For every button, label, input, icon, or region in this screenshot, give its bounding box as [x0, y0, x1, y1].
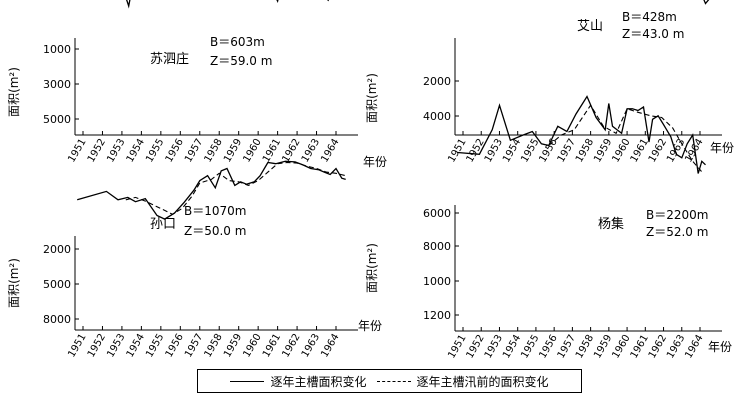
x-axis-title: 年份 [710, 141, 734, 155]
x-tick-label: 1960 [241, 332, 263, 360]
param-z-label: Z＝50.0 m [184, 224, 246, 238]
x-tick-label: 1964 [319, 137, 341, 165]
x-tick-label: 1963 [300, 332, 322, 360]
x-tick-label: 1956 [164, 137, 186, 165]
x-tick-label: 1964 [683, 333, 705, 361]
series-line-preflood [125, 161, 346, 215]
y-tick-label: 3000 [43, 78, 71, 91]
y-axis-title: 面积(m²) [7, 67, 21, 117]
param-z-label: Z＝59.0 m [210, 54, 272, 68]
y-axis-title: 面积(m²) [365, 73, 379, 123]
station-name: 艾山 [577, 19, 603, 34]
param-b-label: B＝1070m [184, 204, 246, 218]
y-tick-label: 1000 [423, 275, 451, 288]
chart-panel-1: 1000 3000 5000 1951195219531954195519561957… [7, 0, 387, 169]
param-z-label: Z＝52.0 m [646, 225, 708, 239]
x-tick-label: 1955 [144, 332, 166, 360]
x-tick-label: 1951 [66, 137, 88, 165]
x-tick-label: 1958 [203, 332, 225, 360]
series-line-preflood [548, 104, 703, 173]
y-tick-label: 1000 [43, 43, 71, 56]
param-b-label: B＝2200m [646, 208, 708, 222]
x-tick-label: 1962 [280, 137, 302, 165]
y-tick-label: 2000 [43, 243, 71, 256]
legend-label-preflood: 逐年主槽汛前的面积变化 [416, 374, 549, 389]
x-tick-label: 1961 [261, 332, 283, 360]
station-name: 苏泗庄 [150, 51, 189, 67]
x-tick-label: 1952 [86, 137, 108, 165]
param-b-label: B＝428m [622, 10, 677, 24]
y-tick-label: 8000 [423, 240, 451, 253]
station-name: 杨集 [598, 216, 624, 232]
y-tick-label: 8000 [43, 313, 71, 326]
x-tick-label: 1958 [203, 137, 225, 165]
x-tick-label: 1957 [183, 332, 205, 360]
x-tick-label: 1952 [86, 332, 108, 360]
y-tick-label: 1200 [423, 309, 451, 322]
chart-panel-2: 2000400019511952195319541955195619571958… [365, 0, 734, 165]
y-tick-label: 2000 [423, 75, 451, 88]
x-tick-label: 1961 [261, 137, 283, 165]
x-tick-label: 1962 [280, 332, 302, 360]
x-tick-label: 1953 [105, 137, 127, 165]
chart-panel-3: 2000 5000 8000 1951195219531954195519561957… [7, 160, 382, 360]
legend-solid-line-swatch [230, 380, 265, 382]
param-z-label: Z＝43.0 m [622, 27, 684, 41]
x-tick-label: 1951 [66, 332, 88, 360]
x-tick-label: 1959 [222, 137, 244, 165]
x-axis-title: 年份 [708, 340, 732, 354]
y-tick-label: 4000 [423, 110, 451, 123]
legend: 逐年主槽面积变化 逐年主槽汛前的面积变化 [197, 369, 582, 393]
y-axis-title: 面积(m²) [7, 258, 21, 308]
x-tick-label: 1963 [300, 137, 322, 165]
series-line-annual [703, 0, 710, 5]
series-line-annual [126, 0, 329, 9]
legend-item-preflood: 逐年主槽汛前的面积变化 [376, 373, 549, 390]
legend-label-annual: 逐年主槽面积变化 [270, 374, 367, 389]
x-tick-label: 1956 [164, 332, 186, 360]
y-tick-label: 6000 [423, 207, 451, 220]
x-tick-label: 1957 [183, 137, 205, 165]
series-line-annual [77, 160, 346, 220]
x-tick-label: 1955 [144, 137, 166, 165]
series-line-annual [457, 95, 706, 174]
y-axis-title: 面积(m²) [365, 243, 379, 293]
y-tick-label: 5000 [43, 113, 71, 126]
chart-panel-4: 6000800010001200195119521953195419551956… [365, 95, 732, 361]
legend-dashed-line-swatch [376, 380, 411, 382]
x-tick-label: 1959 [222, 332, 244, 360]
x-tick-label: 1954 [125, 137, 147, 165]
x-axis-title: 年份 [358, 319, 382, 333]
y-tick-label: 5000 [43, 278, 71, 291]
x-tick-label: 1953 [105, 332, 127, 360]
station-name: 孙口 [150, 217, 176, 232]
x-tick-label: 1954 [125, 332, 147, 360]
legend-item-annual: 逐年主槽面积变化 [230, 373, 367, 390]
x-tick-label: 1960 [241, 137, 263, 165]
param-b-label: B＝603m [210, 35, 265, 49]
x-tick-label: 1964 [319, 332, 341, 360]
x-axis-title: 年份 [363, 155, 387, 169]
